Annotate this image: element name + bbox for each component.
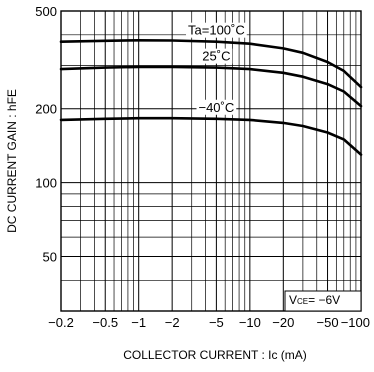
- series-label-bg: [196, 99, 237, 115]
- series-line-0: [59, 38, 363, 89]
- vce-annotation-text: VCE= −6V: [289, 293, 340, 307]
- y-axis-title: DC CURRENT GAIN : hFE: [5, 89, 19, 233]
- series-label-bg: [200, 48, 233, 64]
- x-tick-label: −100: [341, 315, 370, 330]
- series-line-2: [59, 116, 363, 156]
- series-label-2: −40˚C: [198, 100, 234, 115]
- x-tick-label: −1: [131, 315, 146, 330]
- vce-annotation-box: [284, 290, 362, 312]
- labels: 500 200 100 50 −0.2 −0.5 −1 −2 −5 −10 −20 −50 −100 Ta…: [35, 4, 370, 330]
- y-tick-label: 100: [35, 176, 57, 191]
- x-tick-label: −0.2: [48, 315, 74, 330]
- vce-annotation: VCE= −6V: [284, 290, 362, 312]
- x-tick-label: −20: [272, 315, 294, 330]
- series-label-1: 25˚C: [202, 49, 230, 64]
- series-line-1: [59, 65, 363, 108]
- y-tick-label: 50: [43, 250, 57, 265]
- x-tick-label: −5: [209, 315, 224, 330]
- y-tick-label: 500: [35, 4, 57, 19]
- vce-annotation-sub: CE: [297, 297, 308, 306]
- x-tick-label: −50: [317, 315, 339, 330]
- y-tick-label: 200: [35, 102, 57, 117]
- vce-annotation-rest: = −6V: [308, 293, 340, 307]
- x-tick-label: −10: [239, 315, 261, 330]
- series-label-0: Ta=100˚C: [188, 23, 245, 38]
- series-label-bg: [186, 22, 247, 38]
- x-tick-label: −2: [165, 315, 180, 330]
- vce-annotation-main: V: [289, 293, 297, 307]
- x-axis-title: COLLECTOR CURRENT : Ic (mA): [123, 348, 307, 362]
- x-tick-label: −0.5: [92, 315, 118, 330]
- curves: [59, 38, 363, 156]
- plot-frame: [60, 10, 362, 312]
